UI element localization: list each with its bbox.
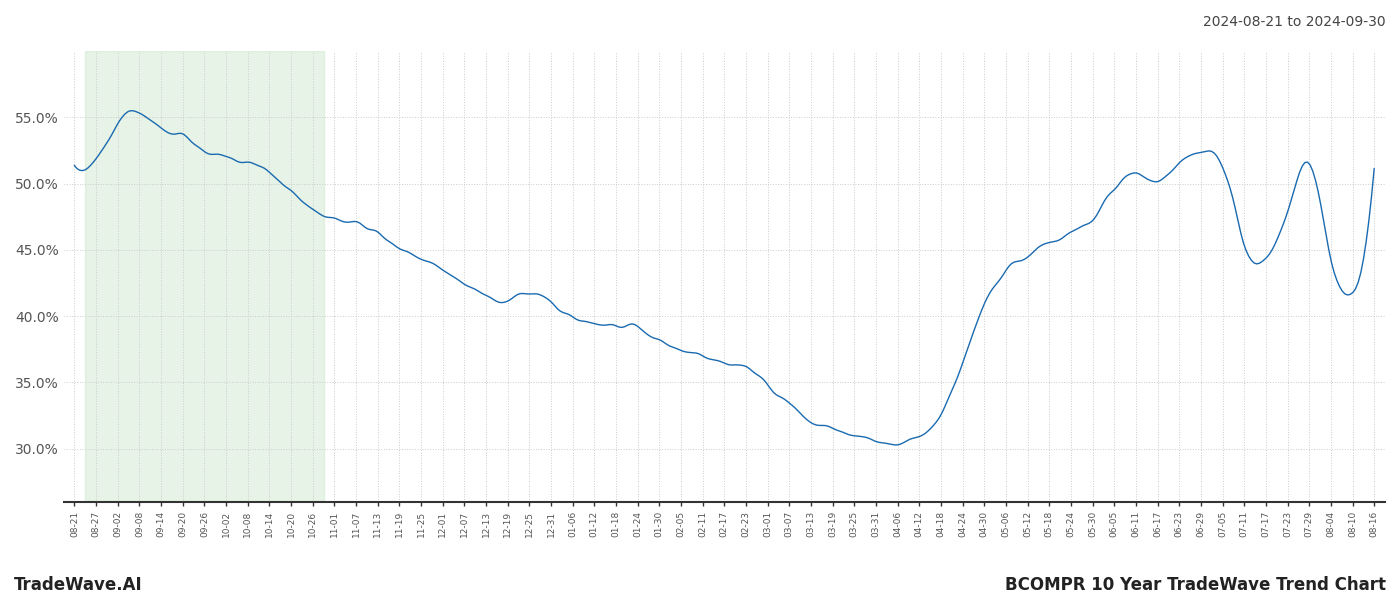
Text: TradeWave.AI: TradeWave.AI [14, 576, 143, 594]
Text: 2024-08-21 to 2024-09-30: 2024-08-21 to 2024-09-30 [1204, 15, 1386, 29]
Bar [85, 51, 323, 502]
Text: BCOMPR 10 Year TradeWave Trend Chart: BCOMPR 10 Year TradeWave Trend Chart [1005, 576, 1386, 594]
